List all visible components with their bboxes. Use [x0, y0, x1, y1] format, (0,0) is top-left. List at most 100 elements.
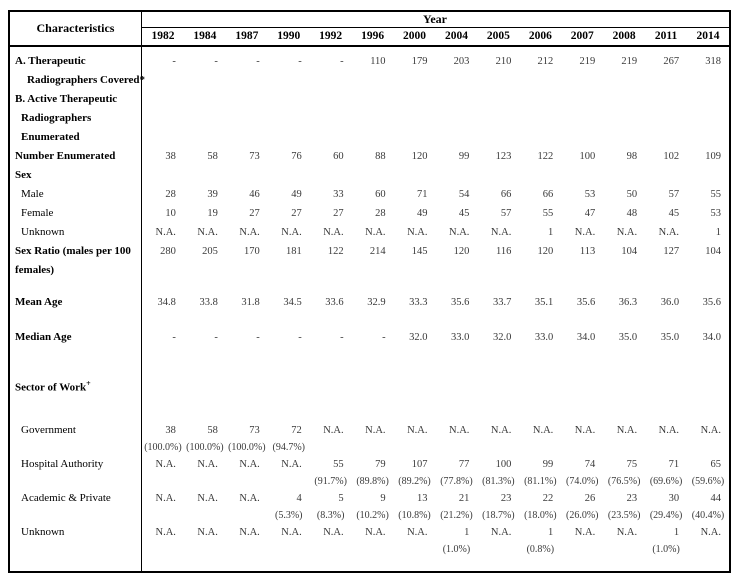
table-cell: [519, 109, 561, 128]
table-cell: [226, 90, 268, 109]
table-cell: [394, 166, 436, 185]
table-cell: N.A.: [658, 424, 680, 436]
table-cell: [645, 128, 687, 147]
table-cell: [519, 166, 561, 185]
table-cell: [603, 261, 645, 280]
year-header-2004: 2004: [444, 30, 468, 42]
table-cell: N.A.: [239, 458, 260, 470]
table-cell: 219: [621, 56, 638, 67]
table-cell: [352, 71, 394, 90]
table-cell: [352, 109, 394, 128]
table-cell: 1: [548, 227, 554, 238]
table-cell: 23 (18.7%): [477, 489, 519, 523]
table-cell: [687, 261, 729, 280]
table-cell: 123: [495, 151, 512, 162]
table-cell: 33: [333, 189, 344, 200]
table-cell: 46: [249, 189, 260, 200]
table-cell: 45: [668, 208, 680, 219]
percentage-value: (10.2%): [356, 509, 389, 521]
table-cell: [687, 374, 729, 398]
table-cell: 54: [458, 189, 470, 200]
table-cell: N.A.: [197, 526, 218, 538]
row-label: Radiographers: [21, 112, 92, 124]
table-cell: 22 (18.0%): [519, 489, 561, 523]
table-cell: 27: [291, 208, 302, 219]
table-cell: N.A.: [155, 492, 176, 504]
row-spacer: [10, 398, 729, 421]
table-cell: 38: [165, 151, 176, 162]
table-cell: [435, 109, 477, 128]
percentage-value: (29.4%): [649, 509, 683, 521]
table-cell: [477, 71, 519, 90]
table-cell: 26 (26.0%): [561, 489, 603, 523]
year-header-1992: 1992: [319, 30, 343, 42]
table-cell: 219: [579, 56, 596, 67]
table-cell: 57: [500, 208, 512, 219]
table-cell: 48: [626, 208, 638, 219]
table-cell: [142, 128, 184, 147]
table-cell: [394, 71, 436, 90]
table-cell: 58 (100.0%): [184, 421, 226, 455]
table-cell: 33.3: [409, 297, 428, 308]
table-row: Hospital Authority N.A. N.A. N.A. N.A. 55 (91.…: [10, 455, 729, 489]
table-cell: 44 (40.4%): [687, 489, 729, 523]
table-cell: [435, 71, 477, 90]
percentage-value: (1.0%): [652, 543, 680, 555]
table-cell: 31.8: [241, 297, 260, 308]
table-cell: 53: [710, 208, 721, 219]
table-cell: 113: [579, 246, 596, 257]
table-cell: 50: [626, 189, 638, 200]
percentage-value: (77.8%): [440, 475, 473, 487]
row-label: Sex Ratio (males per 100: [15, 245, 131, 257]
row-label: Number Enumerated: [15, 150, 116, 162]
table-row: Academic & Private N.A. N.A. N.A. 4 (5.3%) 5 (8…: [10, 489, 729, 523]
table-cell: [435, 261, 477, 280]
table-cell: 71: [416, 189, 428, 200]
table-cell: [268, 109, 310, 128]
percentage-value: (26.0%): [565, 509, 599, 521]
table-cell: [477, 90, 519, 109]
table-cell: [142, 90, 184, 109]
table-cell: [645, 109, 687, 128]
percentage-value: (8.3%): [316, 509, 345, 521]
table-cell: N.A.: [197, 227, 218, 238]
table-cell: [142, 71, 184, 90]
table-cell: 47: [584, 208, 596, 219]
table-cell: 60: [333, 151, 344, 162]
table-cell: [687, 128, 729, 147]
table-cell: [394, 90, 436, 109]
table-row: Female 10 19 27 27 27 28 49 45 57 55 47 48 45 53: [10, 204, 729, 223]
table-cell: [645, 166, 687, 185]
table-cell: [603, 71, 645, 90]
row-label: Median Age: [15, 331, 72, 343]
table-cell: 76: [291, 151, 302, 162]
table-row: Radiographers Covered*: [10, 71, 729, 90]
table-cell: 10: [165, 208, 176, 219]
table-cell: [184, 71, 226, 90]
table-cell: 99 (81.1%): [519, 455, 561, 489]
table-cell: 28: [165, 189, 176, 200]
table-cell: 21 (21.2%): [435, 489, 477, 523]
table-cell: [268, 261, 310, 280]
table-row: Unknown N.A. N.A. N.A. N.A. N.A. N.A. N.A. 1 (1.0…: [10, 523, 729, 557]
table-cell: N.A.: [155, 526, 176, 538]
table-cell: [435, 90, 477, 109]
row-label: Enumerated: [21, 131, 80, 143]
table-cell: 55: [542, 208, 554, 219]
table-cell: 75 (76.5%): [603, 455, 645, 489]
table-cell: 71 (69.6%): [645, 455, 687, 489]
table-cell: [561, 109, 603, 128]
table-row: Unknown N.A. N.A. N.A. N.A. N.A. N.A. N.A. N.A. N…: [10, 223, 729, 242]
percentage-value: (94.7%): [272, 441, 305, 453]
table-cell: -: [382, 332, 386, 343]
table-cell: [226, 71, 268, 90]
table-cell: [561, 374, 603, 398]
table-cell: [687, 109, 729, 128]
table-cell: 34.5: [283, 297, 302, 308]
table-cell: [184, 261, 226, 280]
table-cell: [184, 90, 226, 109]
table-cell: 1 (1.0%): [645, 523, 687, 557]
table-cell: [352, 166, 394, 185]
table-cell: N.A.: [155, 458, 176, 470]
